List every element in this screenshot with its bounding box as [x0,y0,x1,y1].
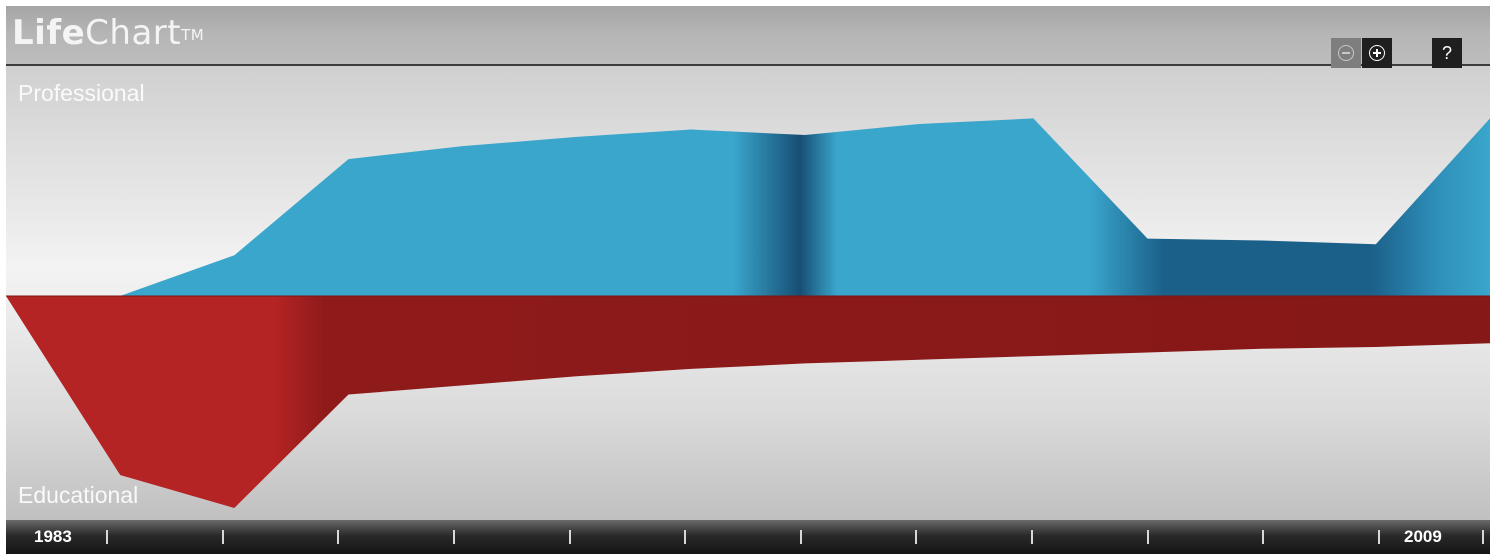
timeline-tick [1146,530,1149,544]
timeline-tick [1262,530,1265,544]
timeline-tick [337,530,340,544]
timeline-start-year: 1983 [34,527,72,546]
timeline-tick [1031,530,1034,544]
timeline-bar[interactable]: 1983 2009 [6,520,1490,554]
timeline-tick [915,530,918,544]
help-button[interactable]: ? [1432,38,1462,68]
lifechart-widget: LifeChartTM ? Professional Educational 1… [6,6,1490,554]
timeline-tick [106,530,108,544]
timeline-tick [684,530,687,544]
timeline-tick [1482,530,1484,544]
life-chart [6,118,1490,508]
professional-area [6,118,1490,297]
timeline-tick [568,530,571,544]
professional-label: Professional [18,80,145,106]
zoom-out-icon [1338,45,1354,61]
app-logo: LifeChartTM [12,13,205,53]
educational-area [6,296,1490,508]
timeline-tick [799,530,802,544]
timeline-tick [452,530,455,544]
header-bar: LifeChartTM ? [6,6,1490,68]
timeline-end-year: 2009 [1404,527,1442,546]
zoom-in-button[interactable] [1362,38,1392,68]
timeline-tick [221,530,224,544]
zoom-out-button[interactable] [1331,38,1361,68]
timeline-tick [1378,530,1380,544]
zoom-in-icon [1369,45,1385,61]
educational-label: Educational [18,482,139,508]
